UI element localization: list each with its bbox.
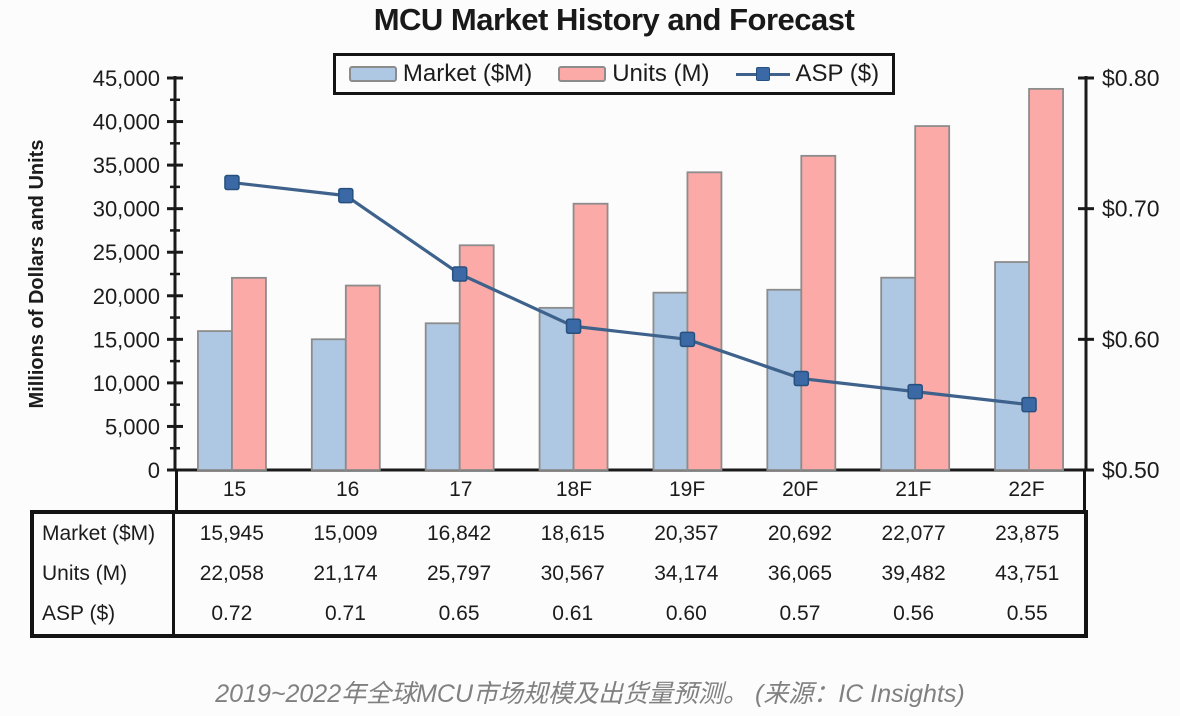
right-tick-label: $0.50 <box>1102 457 1160 483</box>
bar-market-17 <box>424 322 461 471</box>
left-tick-label: 35,000 <box>93 153 160 178</box>
legend: Market ($M) Units (M) ASP ($) <box>333 53 895 95</box>
asp-marker-19f <box>679 331 696 348</box>
left-tick-label: 45,000 <box>93 66 160 91</box>
data-table: Market ($M) 15,945 15,009 16,842 18,615 20,35… <box>30 510 1088 638</box>
left-tick-label: 30,000 <box>93 197 160 222</box>
asp-marker-18f <box>565 318 582 335</box>
cell-asp-15: 0.72 <box>211 602 253 625</box>
left-tick-label: 15,000 <box>93 327 160 352</box>
legend-item-asp: ASP ($) <box>735 60 880 88</box>
left-tick-label: 10,000 <box>93 371 160 396</box>
x-label-21f: 21F <box>895 478 932 501</box>
cell-asp-22f: 0.55 <box>1006 602 1048 625</box>
bar-market-16 <box>310 338 347 471</box>
asp-marker-21f <box>907 383 923 400</box>
bar-market-15 <box>197 330 233 471</box>
cell-units-21f: 39,482 <box>881 562 946 585</box>
bar-units-18f <box>572 202 609 471</box>
figure-caption: 2019~2022年全球MCU市场规模及出货量预测。 (来源：IC Insigh… <box>215 680 965 708</box>
cell-units-15: 22,058 <box>199 562 264 585</box>
plot-area: 0 5,000 10,000 15,000 20,000 25,000 30,000 35,0… <box>93 65 1160 483</box>
row-label-market: Market ($M) <box>34 514 175 554</box>
cell-units-19f: 34,174 <box>654 562 719 585</box>
bar-units-19f <box>686 171 723 471</box>
table-row-units: Units (M) 22,058 21,174 25,797 30,567 34,174 3… <box>34 554 1084 594</box>
bar-market-19f <box>652 291 689 471</box>
chart-title: MCU Market History and Forecast <box>373 2 855 37</box>
asp-line <box>231 180 1030 407</box>
legend-label-units: Units (M) <box>612 60 710 87</box>
legend-label-asp: ASP ($) <box>795 60 880 87</box>
cell-units-17: 25,797 <box>426 562 492 585</box>
legend-marker-square <box>755 67 770 81</box>
cell-market-15: 15,945 <box>199 522 264 545</box>
asp-marker-17 <box>451 266 468 282</box>
x-label-20f: 20F <box>782 478 819 501</box>
bar-units-21f <box>914 125 951 471</box>
cell-market-19f: 20,357 <box>654 522 719 545</box>
asp-marker-20f <box>793 370 810 387</box>
cell-market-18f: 18,615 <box>540 522 605 545</box>
asp-marker-16 <box>338 187 354 204</box>
row-label-asp: ASP ($) <box>34 594 175 634</box>
cell-asp-16: 0.71 <box>325 602 366 625</box>
legend-label-market: Market ($M) <box>402 60 533 87</box>
asp-marker-15 <box>224 174 240 191</box>
table-row-asp: ASP ($) 0.72 0.71 0.65 0.61 0.60 0.57 0.56 0.55 <box>34 594 1084 634</box>
bar-market-22f <box>994 261 1030 471</box>
x-label-17: 17 <box>449 478 473 501</box>
cell-market-20f: 20,692 <box>767 522 833 545</box>
left-tick-label: 0 <box>148 458 160 483</box>
right-tick-label: $0.70 <box>1102 196 1160 222</box>
left-tick-label: 5,000 <box>105 414 160 439</box>
cell-units-22f: 43,751 <box>995 562 1060 585</box>
x-label-18f: 18F <box>555 478 593 501</box>
legend-swatch-market-icon <box>348 66 397 82</box>
left-tick-label: 40,000 <box>93 110 160 135</box>
cell-market-17: 16,842 <box>426 522 492 545</box>
right-tick-label: $0.60 <box>1102 326 1160 352</box>
bar-units-16 <box>344 284 381 471</box>
cell-asp-18f: 0.61 <box>552 602 594 625</box>
bar-market-21f <box>880 276 917 471</box>
cell-market-22f: 23,875 <box>995 522 1060 545</box>
bar-market-18f <box>538 306 575 471</box>
x-label-22f: 22F <box>1008 478 1045 501</box>
x-label-19f: 19F <box>668 478 706 501</box>
cell-asp-17: 0.65 <box>438 602 480 625</box>
x-axis-labels-strip: 15 16 17 18F 19F 20F 21F 22F <box>175 470 1086 510</box>
cell-units-20f: 36,065 <box>767 562 833 585</box>
row-label-units: Units (M) <box>34 554 175 594</box>
bar-units-15 <box>231 276 267 471</box>
bar-units-20f <box>800 154 837 471</box>
cell-market-21f: 22,077 <box>881 522 946 545</box>
legend-item-market: Market ($M) <box>348 60 533 88</box>
cell-market-16: 15,009 <box>313 522 378 545</box>
asp-marker-22f <box>1021 396 1037 413</box>
legend-line-marker-icon <box>735 67 790 81</box>
right-tick-label: $0.80 <box>1102 65 1160 91</box>
table-row-market: Market ($M) 15,945 15,009 16,842 18,615 20,35… <box>34 514 1084 554</box>
cell-asp-21f: 0.56 <box>893 602 934 625</box>
x-label-15: 15 <box>222 478 247 501</box>
legend-item-units: Units (M) <box>558 60 710 88</box>
cell-asp-20f: 0.57 <box>779 602 821 625</box>
legend-swatch-units-icon <box>558 66 607 82</box>
x-label-16: 16 <box>336 478 360 501</box>
left-tick-label: 20,000 <box>93 284 160 309</box>
cell-units-18f: 30,567 <box>540 562 605 585</box>
bar-units-22f <box>1028 87 1064 471</box>
left-tick-label: 25,000 <box>93 240 160 265</box>
cell-asp-19f: 0.60 <box>665 602 707 625</box>
cell-units-16: 21,174 <box>313 562 378 585</box>
